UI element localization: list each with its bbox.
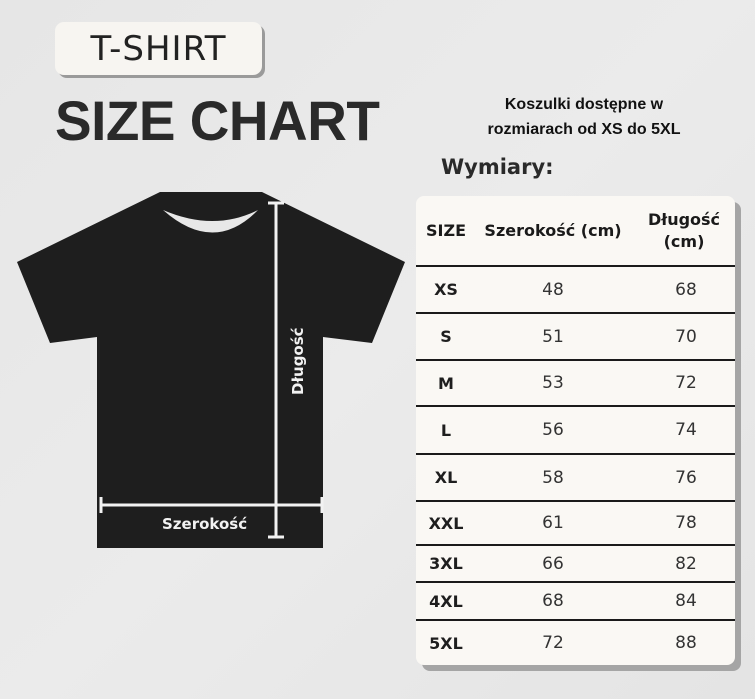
- cell-size: XL: [434, 468, 458, 487]
- cell-length: 78: [675, 513, 697, 533]
- tshirt-collar: [163, 210, 258, 233]
- page-title: SIZE CHART: [55, 89, 380, 152]
- cell-width: 61: [542, 513, 564, 533]
- length-label: Długość: [289, 327, 307, 395]
- table-row: 4XL 68 84: [416, 581, 735, 619]
- header-width: Szerokość (cm): [484, 220, 622, 240]
- cell-width: 66: [542, 553, 564, 574]
- cell-length: 74: [675, 420, 697, 440]
- cell-width: 53: [542, 373, 564, 393]
- cell-size: 4XL: [429, 591, 463, 611]
- table-row: M 53 72: [416, 359, 735, 405]
- cell-size: L: [440, 420, 452, 440]
- cell-size: XS: [434, 280, 458, 299]
- cell-length: 88: [675, 633, 697, 653]
- table-row: XXL 61 78: [416, 500, 735, 544]
- cell-width: 48: [542, 279, 564, 300]
- cell-length: 84: [675, 591, 697, 611]
- tshirt-shape: [17, 192, 405, 548]
- header-size: SIZE: [425, 220, 466, 240]
- cell-width: 58: [542, 467, 564, 488]
- cell-length: 82: [675, 553, 697, 574]
- table-row: 3XL 66 82: [416, 544, 735, 581]
- cell-size: S: [440, 327, 452, 346]
- cell-width: 51: [542, 326, 564, 347]
- header-length: Długość (cm): [647, 209, 721, 251]
- cell-width: 72: [542, 633, 564, 653]
- cell-size: 5XL: [429, 633, 463, 653]
- tshirt-badge: T-SHIRT: [55, 22, 262, 75]
- cell-length: 72: [675, 373, 697, 393]
- table-row: L 56 74: [416, 405, 735, 453]
- size-table: SIZE Szerokość (cm) Długość (cm) XS 48 68 S…: [416, 196, 735, 665]
- availability-line-1: Koszulki dostępne w: [504, 96, 664, 113]
- cell-size: 3XL: [429, 554, 463, 573]
- width-label: Szerokość: [162, 515, 248, 533]
- table-header: SIZE Szerokość (cm) Długość (cm): [416, 196, 735, 265]
- table-row: XL 58 76: [416, 453, 735, 500]
- availability-line-2: rozmiarach od XS do 5XL: [487, 121, 681, 138]
- cell-length: 70: [675, 326, 697, 347]
- cell-size: XXL: [428, 513, 464, 533]
- table-row: 5XL 72 88: [416, 619, 735, 665]
- cell-length: 76: [675, 467, 697, 488]
- width-measure-line: [99, 497, 324, 513]
- dimensions-heading: Wymiary:: [441, 155, 554, 179]
- availability-text: Koszulki dostępne w rozmiarach od XS do …: [425, 92, 743, 142]
- cell-width: 68: [542, 591, 564, 611]
- table-row: S 51 70: [416, 312, 735, 359]
- tshirt-illustration: [17, 192, 405, 548]
- length-measure-line: [268, 201, 284, 539]
- cell-width: 56: [542, 420, 564, 440]
- table-row: XS 48 68: [416, 265, 735, 312]
- cell-size: M: [438, 373, 454, 393]
- cell-length: 68: [675, 279, 697, 300]
